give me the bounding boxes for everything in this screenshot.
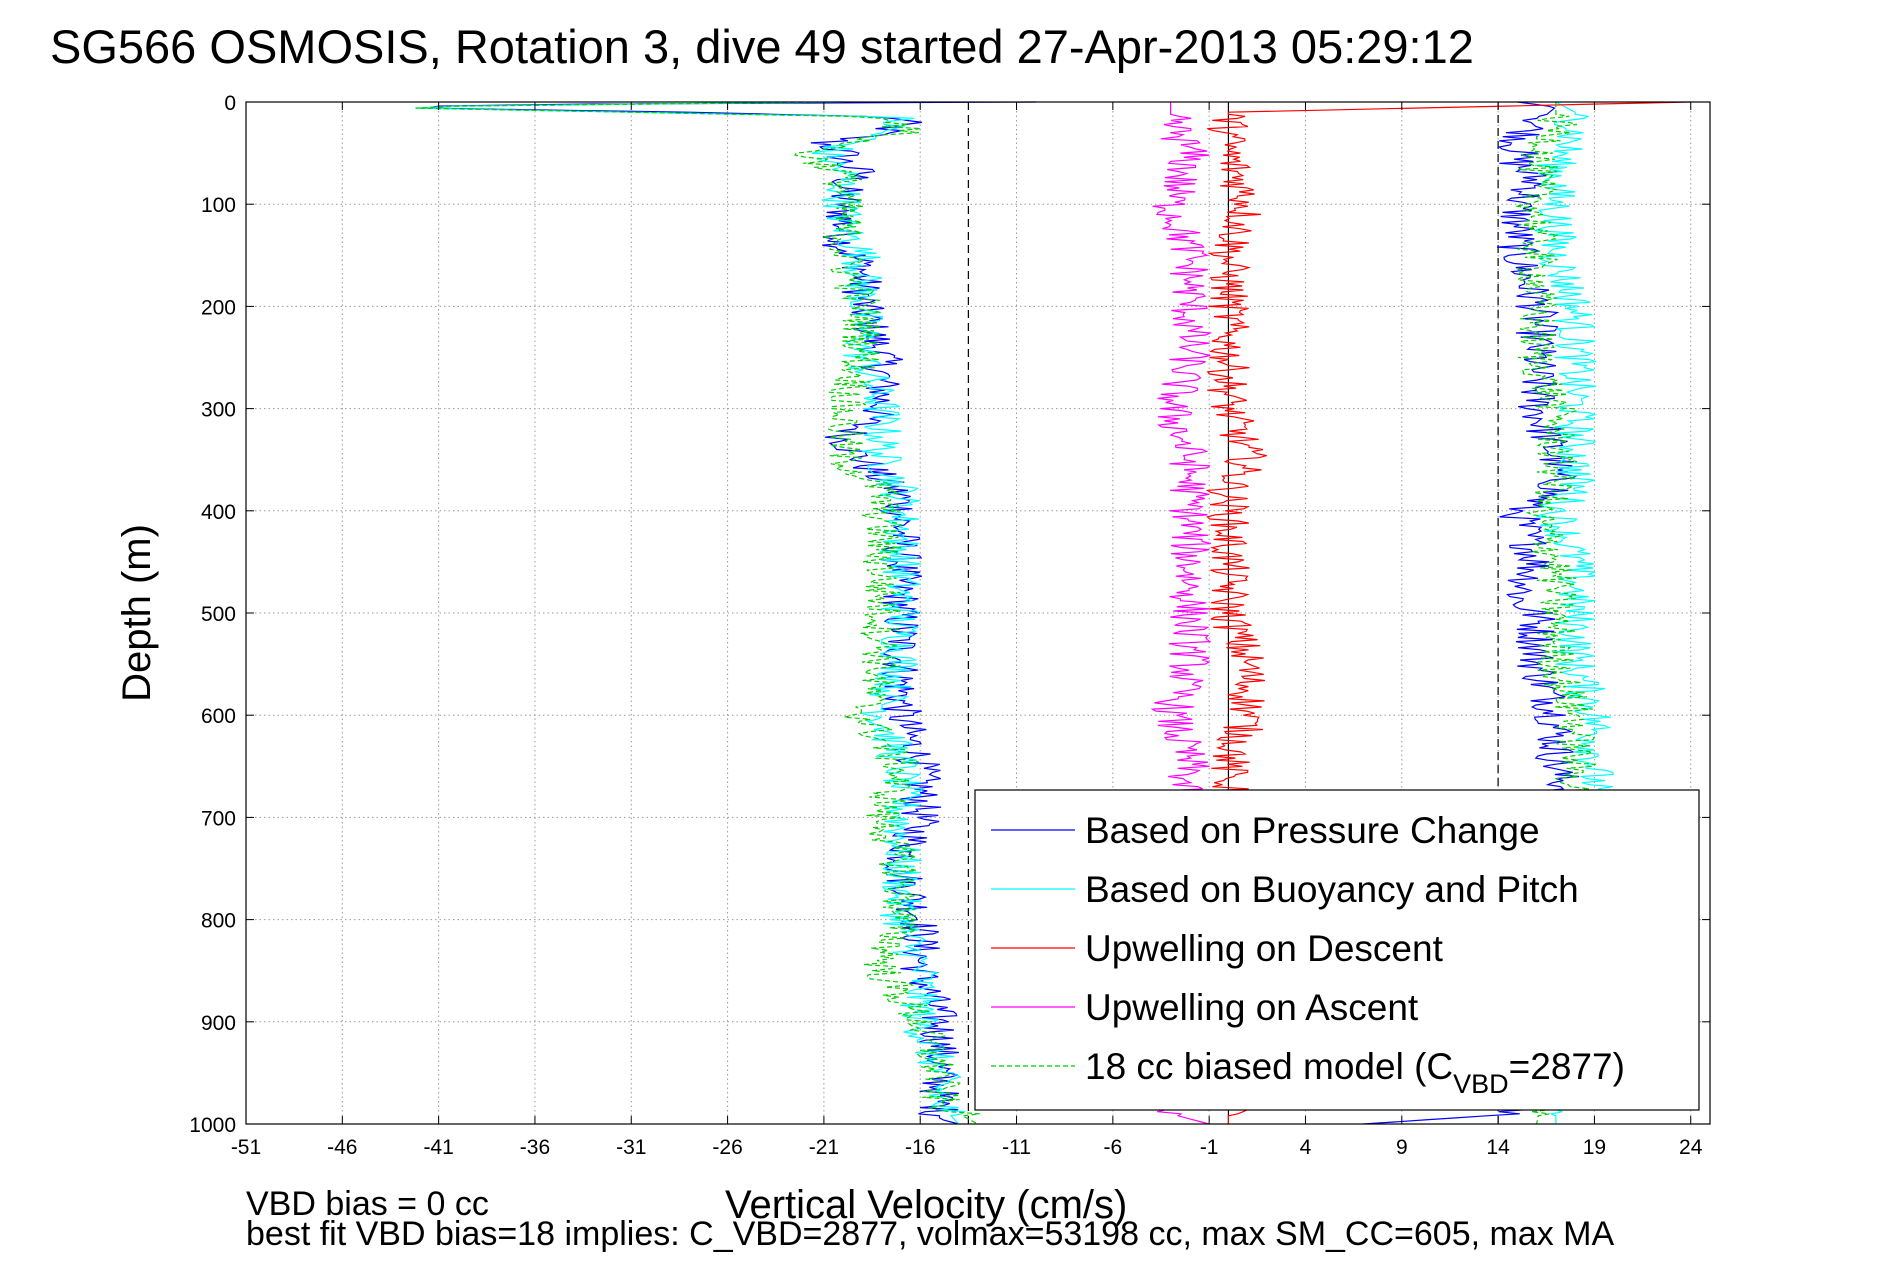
best-fit-annotation: best fit VBD bias=18 implies: C_VBD=2877… xyxy=(246,1215,1615,1253)
legend-label: Based on Pressure Change xyxy=(1085,810,1540,851)
legend-label: Upwelling on Ascent xyxy=(1085,987,1419,1028)
y-tick-label: 600 xyxy=(201,705,236,728)
x-tick-label: -31 xyxy=(616,1136,646,1159)
y-tick-label: 800 xyxy=(201,910,236,933)
y-tick-label: 400 xyxy=(201,501,236,524)
x-tick-label: 9 xyxy=(1396,1136,1408,1159)
legend-box xyxy=(974,789,1700,1111)
x-tick-label: 24 xyxy=(1679,1136,1703,1159)
legend-label-main: Based on Buoyancy and Pitch xyxy=(1085,869,1579,910)
x-axis-ticks: -51 -46 -41 -36 -31 -26 -21 -16 -11 -6 -1 4 9 14 19 24 xyxy=(231,102,1703,1159)
series-line-4-0 xyxy=(415,101,980,1125)
x-tick-label: 4 xyxy=(1300,1136,1312,1159)
vbd-bias-annotation: VBD bias = 0 cc xyxy=(246,1185,489,1223)
legend-label: 18 cc biased model (CVBD=2877) xyxy=(1085,1046,1625,1099)
legend-label: Based on Buoyancy and Pitch xyxy=(1085,869,1579,910)
legend-label-main: Upwelling on Descent xyxy=(1085,928,1444,969)
x-tick-label: -6 xyxy=(1103,1136,1122,1159)
legend-label-subscript: VBD xyxy=(1453,1069,1509,1099)
x-tick-label: -26 xyxy=(712,1136,742,1159)
y-tick-label: 1000 xyxy=(189,1114,236,1137)
legend-label-main: Upwelling on Ascent xyxy=(1085,987,1419,1028)
legend-label-tail: =2877) xyxy=(1509,1046,1625,1087)
x-tick-label: -11 xyxy=(1002,1136,1031,1159)
x-tick-label: -21 xyxy=(809,1136,839,1159)
legend-label: Upwelling on Descent xyxy=(1085,928,1444,969)
x-tick-label: -16 xyxy=(905,1136,935,1159)
x-axis-label: Vertical Velocity (cm/s) xyxy=(725,1183,1127,1227)
legend-label-main: 18 cc biased model (C xyxy=(1085,1046,1453,1087)
legend-label-main: Based on Pressure Change xyxy=(1085,810,1540,851)
x-tick-label: -36 xyxy=(520,1136,550,1159)
chart-title: SG566 OSMOSIS, Rotation 3, dive 49 start… xyxy=(50,20,1474,73)
y-tick-label: 100 xyxy=(201,194,236,217)
series-line-4-1 xyxy=(1515,102,1597,1125)
x-tick-label: -46 xyxy=(327,1136,357,1159)
y-axis-ticks: 0 100 200 300 400 500 600 700 800 900 1000 xyxy=(189,92,1710,1137)
y-tick-label: 700 xyxy=(201,807,236,830)
x-tick-label: -41 xyxy=(423,1136,453,1159)
y-tick-label: 200 xyxy=(201,296,236,319)
y-tick-label: 300 xyxy=(201,399,236,422)
x-tick-label: -1 xyxy=(1200,1136,1219,1159)
legend: Based on Pressure Change Based on Buoyanc… xyxy=(974,789,1700,1111)
x-tick-label: -51 xyxy=(231,1136,261,1159)
y-tick-label: 500 xyxy=(201,603,236,626)
x-tick-label: 14 xyxy=(1486,1136,1510,1159)
y-tick-label: 900 xyxy=(201,1012,236,1035)
y-tick-label: 0 xyxy=(224,92,236,115)
series-line-0-0 xyxy=(426,101,1036,1125)
y-axis-label: Depth (m) xyxy=(115,524,159,702)
x-tick-label: 19 xyxy=(1583,1136,1606,1159)
